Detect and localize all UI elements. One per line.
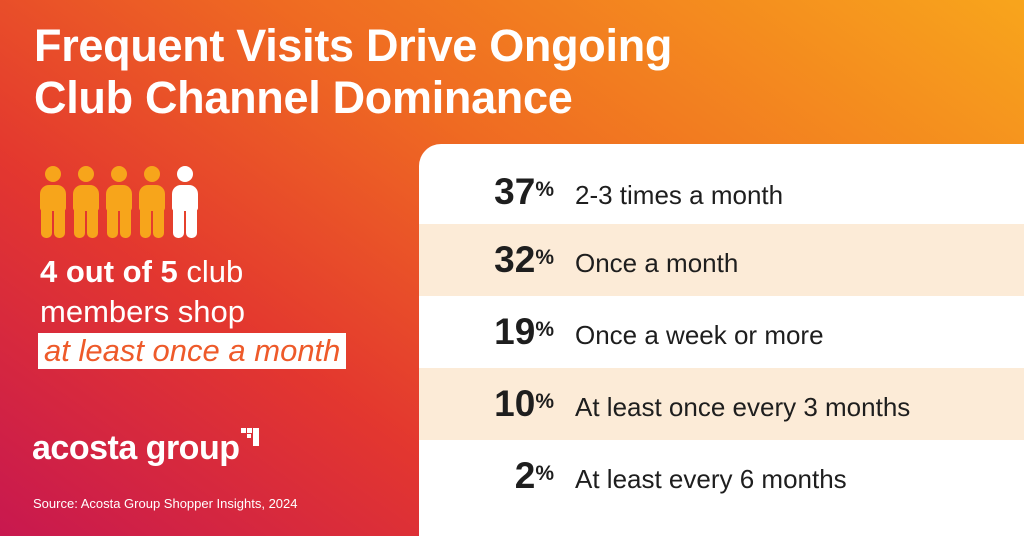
table-row: 19% Once a week or more xyxy=(419,296,1024,368)
row-label: Once a month xyxy=(575,248,739,278)
logo-text: acosta group xyxy=(32,429,240,467)
row-label: 2-3 times a month xyxy=(575,180,784,210)
person-icon xyxy=(40,166,66,238)
stat-highlight: at least once a month xyxy=(38,333,347,369)
table-row: 37% 2-3 times a month xyxy=(419,156,1024,228)
stat-text: 4 out of 5 club members shop xyxy=(40,252,245,332)
person-icon xyxy=(73,166,99,238)
table-row: 10% At least once every 3 months xyxy=(419,368,1024,440)
pct-value: 2% xyxy=(514,455,554,496)
row-label: At least every 6 months xyxy=(575,464,847,494)
pct-value: 19% xyxy=(494,311,554,352)
frequency-table: 37% 2-3 times a month 32% Once a month 1… xyxy=(419,144,1024,536)
pct-value: 32% xyxy=(494,239,554,280)
source-note: Source: Acosta Group Shopper Insights, 2… xyxy=(33,496,298,511)
logo-mark-icon xyxy=(241,428,259,446)
table-row: 32% Once a month xyxy=(419,224,1024,296)
person-icon xyxy=(172,166,198,238)
row-label: At least once every 3 months xyxy=(575,392,911,422)
stat-bold: 4 out of 5 xyxy=(40,254,178,289)
stat-rest: club xyxy=(177,254,244,289)
table-row: 2% At least every 6 months xyxy=(419,440,1024,512)
stat-line2: members shop xyxy=(40,294,246,329)
pct-value: 10% xyxy=(494,383,554,424)
pct-value: 37% xyxy=(494,171,554,212)
person-icon xyxy=(139,166,165,238)
page-title: Frequent Visits Drive Ongoing Club Chann… xyxy=(34,20,673,123)
row-label: Once a week or more xyxy=(575,320,824,350)
person-icon xyxy=(106,166,132,238)
people-icon-row xyxy=(40,166,200,238)
